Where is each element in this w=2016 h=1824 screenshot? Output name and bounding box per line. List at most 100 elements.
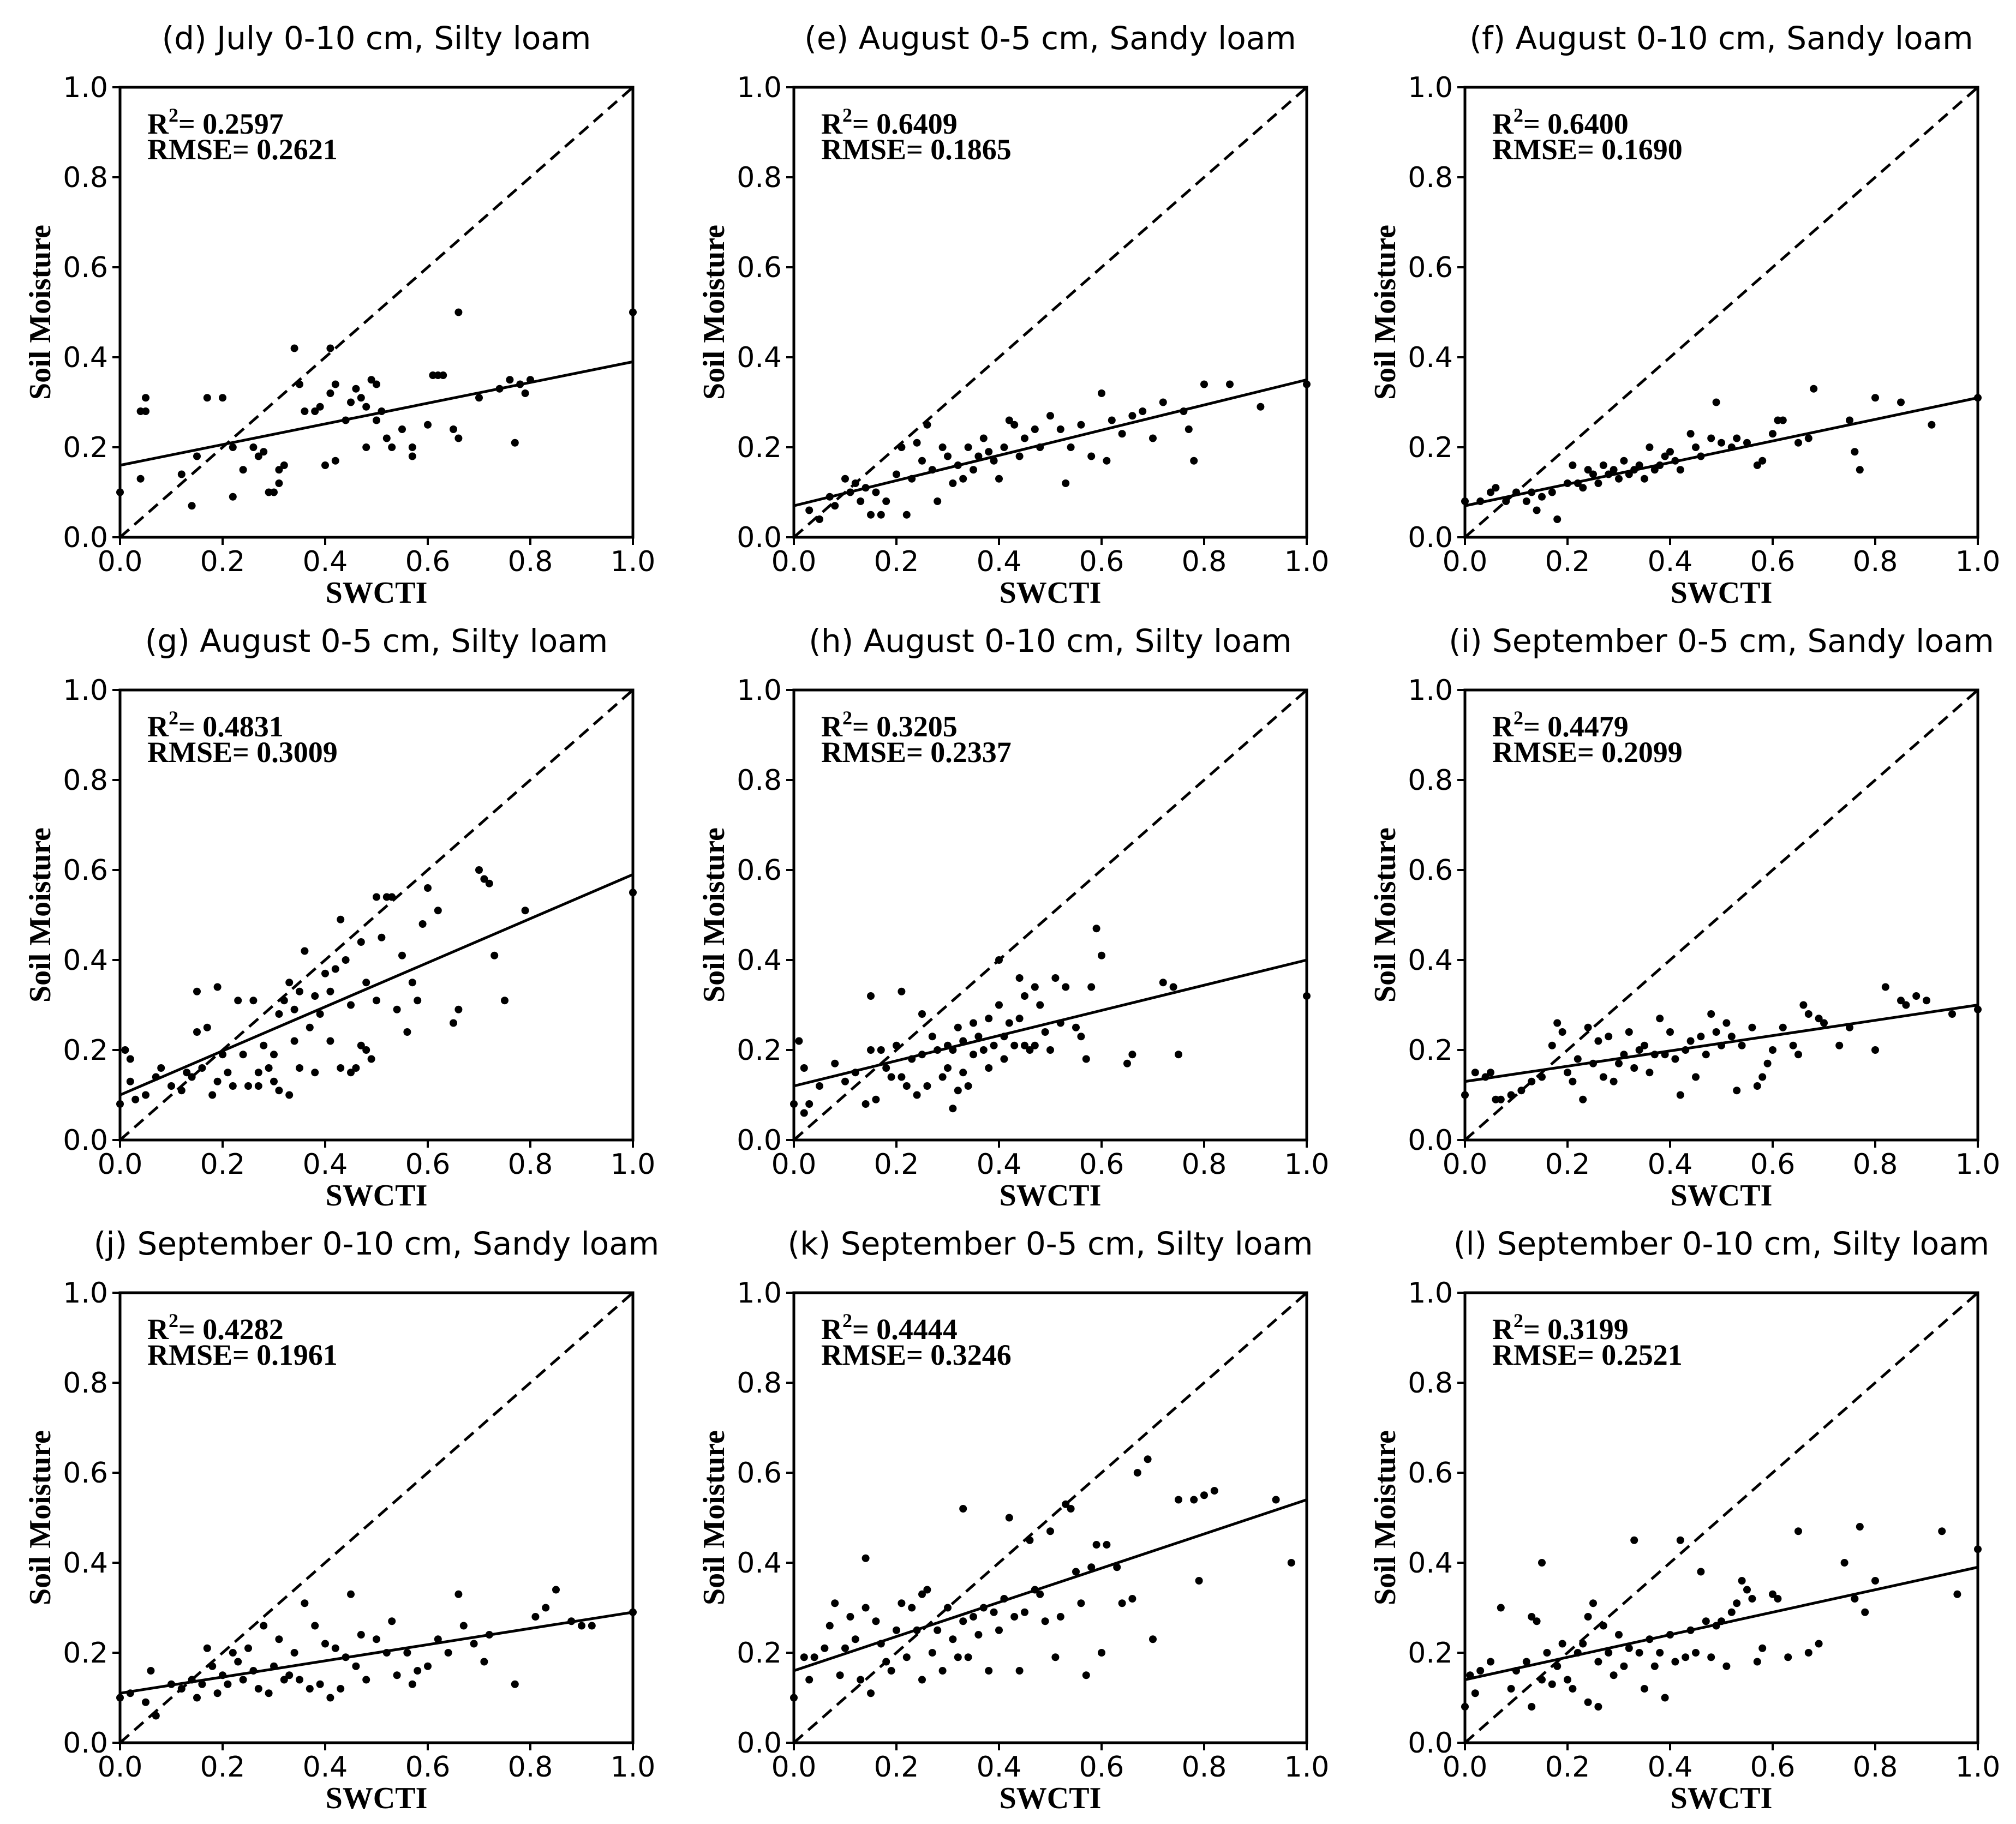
data-point [434,907,442,915]
data-point [1815,1640,1823,1648]
data-point [270,1662,278,1670]
data-point [296,380,303,388]
data-point [1784,1653,1792,1661]
data-point [1046,1527,1054,1535]
data-point [131,1095,140,1103]
y-axis-label: Soil Moisture [697,827,731,1003]
data-point [1779,416,1787,424]
y-tick-label: 1.0 [63,71,108,104]
data-point [342,1653,350,1661]
y-tick-label: 0.0 [63,1124,108,1157]
x-axis-label: SWCTI [326,576,428,610]
data-point [898,1073,906,1081]
x-tick-label: 0.2 [200,545,246,578]
y-tick-label: 0.2 [737,1034,782,1067]
panel-title: (l) September 0-10 cm, Silty loam [1453,1225,1989,1262]
data-point [408,443,416,451]
x-tick-label: 0.2 [1545,545,1590,578]
regression-line [793,1498,1307,1672]
data-point [959,1069,967,1077]
x-tick-label: 0.8 [1853,1751,1898,1784]
data-point [1804,434,1812,442]
data-point [403,1649,411,1657]
data-point [1471,1689,1479,1697]
data-point [1769,430,1776,438]
rmse-label: RMSE= 0.1961 [147,1339,338,1371]
data-point [1180,407,1188,415]
y-tick-label: 0.6 [63,854,108,887]
data-point [121,1046,129,1054]
data-point [326,1694,334,1702]
x-tick-label: 0.2 [874,1751,919,1784]
data-point [290,1005,298,1013]
r2-letter: R [1492,107,1514,140]
data-point [990,1608,998,1616]
data-point [867,511,875,519]
data-point [1287,1559,1295,1567]
data-point [1840,1559,1849,1567]
data-point [280,461,288,469]
data-point [1661,1694,1669,1702]
data-point [800,1064,808,1072]
data-point [1748,1595,1756,1603]
data-point [1733,1087,1741,1095]
y-tick-label: 1.0 [1408,674,1453,707]
data-point [979,434,988,442]
data-point [1000,1033,1008,1041]
data-point [321,969,329,977]
data-point [1098,951,1105,959]
data-point [1558,1640,1566,1648]
data-point [831,1059,839,1067]
data-point [1005,1514,1013,1522]
data-point [1000,1595,1008,1603]
x-tick-label: 0.4 [1648,1148,1693,1181]
data-point [275,1010,283,1018]
y-tick-label: 0.4 [737,944,782,977]
x-tick-label: 0.4 [303,545,348,578]
data-point [1625,470,1633,478]
data-point [1718,439,1725,447]
data-point [239,1051,247,1059]
data-point [1661,1051,1669,1059]
x-tick-label: 0.8 [508,545,553,578]
plot-frame [1463,1291,1979,1744]
data-point [531,1613,540,1621]
data-point [306,1685,314,1693]
data-point [347,1069,355,1077]
x-tick-label: 1.0 [1955,545,2001,578]
data-point [1804,1649,1812,1657]
data-point [959,1505,967,1513]
data-point [1594,1658,1602,1666]
y-tick-label: 0.6 [63,251,108,284]
data-point [1871,394,1879,402]
data-point [393,1671,401,1679]
data-point [1579,1640,1587,1648]
data-point [1010,421,1019,429]
plot-frame [118,1291,635,1744]
y-tick-label: 1.0 [1408,1277,1453,1310]
data-point [1789,1041,1797,1049]
data-point [1082,1671,1090,1679]
data-point [260,448,268,456]
x-tick-label: 0.0 [1443,545,1488,578]
y-tick-label: 0.4 [63,341,108,374]
data-point [1589,470,1597,478]
data-point [1758,1644,1767,1652]
data-point [1881,983,1889,991]
data-point [142,394,149,402]
data-point [1646,1635,1654,1643]
data-point [1671,1658,1679,1666]
data-point [331,380,339,388]
data-point [1021,992,1028,1000]
regression-line [793,958,1307,1088]
data-point [862,1604,870,1612]
data-point [1599,461,1607,469]
scatter-panel-6: (j) September 0-10 cm, Sandy loam 0.0 0.2 0… [23,1225,659,1815]
scatter-panel-5: (i) September 0-5 cm, Sandy loam 0.0 0.2 0.… [1368,622,2000,1213]
data-point [898,1599,906,1607]
data-point [1103,1541,1111,1549]
data-point [1010,1041,1019,1049]
data-point [1646,443,1654,451]
data-point [301,407,309,415]
data-point [198,1680,206,1688]
